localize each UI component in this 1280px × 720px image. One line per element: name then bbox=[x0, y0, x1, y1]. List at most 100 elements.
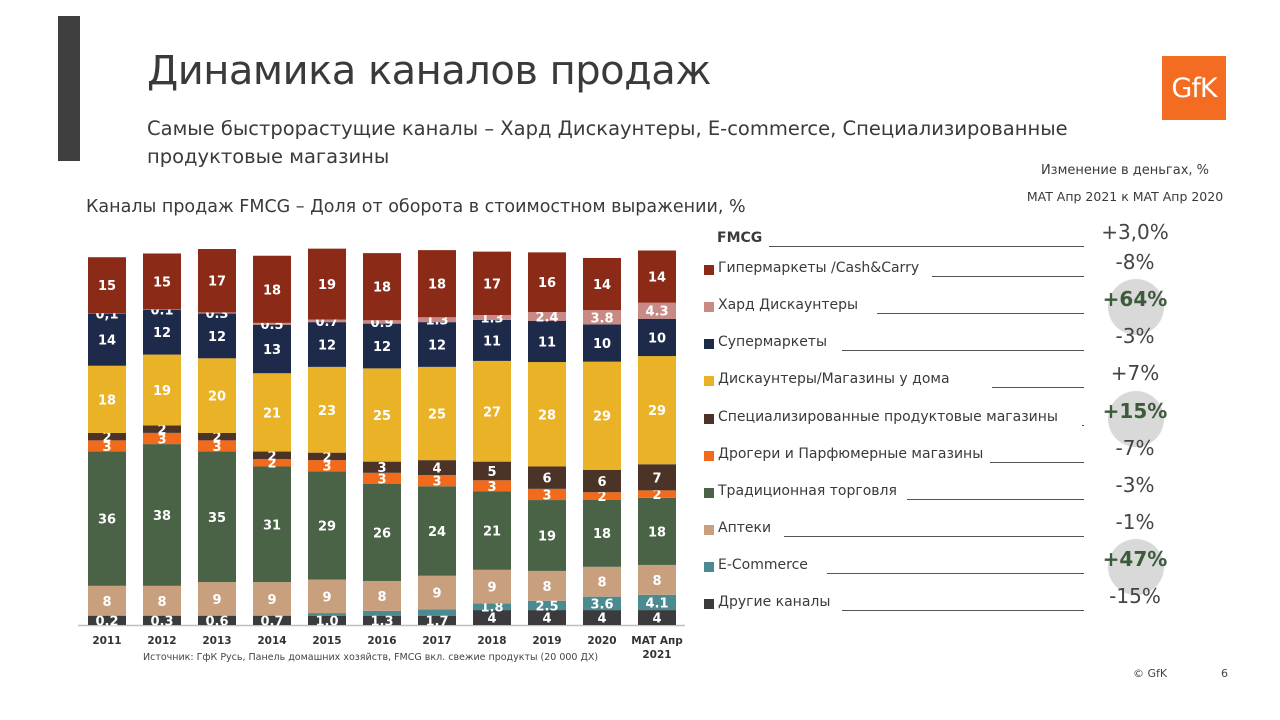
bar-segment bbox=[638, 464, 676, 491]
bar-segment bbox=[308, 613, 346, 616]
bar-segment bbox=[418, 486, 456, 576]
data-label: 35 bbox=[208, 511, 226, 526]
data-label: 18 bbox=[428, 278, 446, 293]
bar-segment bbox=[143, 309, 181, 355]
legend-change-value: -8% bbox=[1115, 250, 1155, 274]
legend-leader-line bbox=[877, 313, 1084, 314]
bar-segment bbox=[473, 251, 511, 316]
legend-leader-line bbox=[842, 350, 1084, 351]
bar-segment bbox=[583, 257, 621, 311]
data-label: 25 bbox=[428, 408, 446, 423]
bar-segment bbox=[473, 569, 511, 604]
data-label: 6 bbox=[597, 475, 606, 490]
data-label: 4.3 bbox=[645, 305, 668, 320]
bar-segment bbox=[583, 596, 621, 611]
legend-change-value: -15% bbox=[1109, 584, 1161, 608]
legend-swatch bbox=[704, 339, 714, 349]
x-tick-label: MAT Апр bbox=[631, 635, 683, 647]
bar-segment bbox=[363, 610, 401, 616]
legend-label: Дискаунтеры/Магазины у дома bbox=[718, 371, 950, 387]
legend-row: Дрогери и Парфюмерные магазины -7% bbox=[704, 436, 1184, 466]
legend-row: E-Commerce +47% bbox=[704, 539, 1184, 595]
data-label: 1.8 bbox=[480, 601, 503, 616]
bar-segment bbox=[418, 609, 456, 616]
data-label: 3 bbox=[322, 460, 331, 475]
bar-segment bbox=[418, 317, 456, 323]
bar-segment bbox=[638, 318, 676, 357]
data-label: 4 bbox=[487, 612, 496, 627]
bar-segment bbox=[363, 615, 401, 625]
bar-segment bbox=[418, 366, 456, 461]
data-label: 12 bbox=[318, 339, 336, 354]
data-label: 23 bbox=[318, 404, 336, 419]
data-label: 4 bbox=[597, 612, 606, 627]
data-label: 12 bbox=[373, 340, 391, 355]
data-label: 1.7 bbox=[425, 614, 448, 629]
data-label: 2 bbox=[267, 449, 276, 464]
bar-segment bbox=[418, 460, 456, 476]
legend-label: Аптеки bbox=[718, 520, 772, 536]
legend-label: E-Commerce bbox=[718, 557, 808, 573]
x-tick-label: 2021 bbox=[642, 649, 671, 661]
data-label: 12 bbox=[208, 330, 226, 345]
bar-segment bbox=[308, 579, 346, 614]
data-label: 29 bbox=[593, 410, 611, 425]
legend-swatch bbox=[704, 451, 714, 461]
data-label: 3 bbox=[212, 440, 221, 455]
bar-segment bbox=[88, 440, 126, 452]
bar-segment bbox=[198, 432, 236, 441]
data-label: 38 bbox=[153, 509, 171, 524]
data-label: 2 bbox=[102, 431, 111, 446]
bar-segment bbox=[528, 252, 566, 313]
bar-segment bbox=[473, 360, 511, 462]
data-label: 29 bbox=[648, 404, 666, 419]
bar-segment bbox=[253, 373, 291, 452]
legend-change-value: -3% bbox=[1115, 324, 1155, 348]
bar-segment bbox=[583, 469, 621, 493]
data-label: 10 bbox=[648, 331, 666, 346]
legend-leader-line bbox=[990, 462, 1084, 463]
legend-row-fmcg: FMCG +3,0% bbox=[704, 220, 1184, 250]
data-label: 6 bbox=[542, 472, 551, 487]
bar-segment bbox=[253, 582, 291, 616]
bar-segment bbox=[363, 472, 401, 485]
data-label: 3 bbox=[102, 440, 111, 455]
change-header-line2: MAT Апр 2021 к MAT Апр 2020 bbox=[1026, 189, 1224, 204]
data-label: 5 bbox=[487, 465, 496, 480]
bar-segment bbox=[583, 492, 621, 500]
x-tick-label: 2015 bbox=[312, 635, 341, 647]
bar-segment bbox=[528, 362, 566, 467]
stacked-bar-chart: 0.28363218140,11520110.38383219120.11520… bbox=[78, 248, 685, 661]
data-label: 2 bbox=[597, 490, 606, 505]
data-label: 2 bbox=[157, 423, 166, 438]
bar-segment bbox=[253, 615, 291, 625]
bar-segment bbox=[308, 460, 346, 472]
bar-segment bbox=[528, 312, 566, 322]
legend-change-value: +15% bbox=[1102, 399, 1168, 423]
bar-segment bbox=[308, 319, 346, 323]
bar-segment bbox=[308, 248, 346, 320]
data-label: 3 bbox=[487, 480, 496, 495]
bar-segment bbox=[198, 313, 236, 359]
data-label: 8 bbox=[157, 595, 166, 610]
bar-segment bbox=[638, 497, 676, 565]
data-label: 7 bbox=[652, 471, 661, 486]
page-subtitle: Самые быстрорастущие каналы – Хард Диска… bbox=[147, 117, 1068, 168]
data-label: 8 bbox=[652, 574, 661, 589]
data-label: 1.0 bbox=[315, 614, 338, 629]
x-tick-label: 2018 bbox=[477, 635, 506, 647]
bar-segment bbox=[143, 615, 181, 625]
data-label: 20 bbox=[208, 390, 226, 405]
bar-segment bbox=[473, 610, 511, 625]
bar-segment bbox=[198, 358, 236, 433]
legend-swatch bbox=[704, 562, 714, 572]
data-label: 1.3 bbox=[370, 614, 393, 629]
data-label: 0.7 bbox=[260, 614, 283, 629]
data-label: 8 bbox=[542, 580, 551, 595]
legend-row: Традиционная торговля -3% bbox=[704, 473, 1184, 503]
bar-segment bbox=[308, 471, 346, 580]
bar-segment bbox=[143, 425, 181, 433]
legend-row: Дискаунтеры/Магазины у дома +7% bbox=[704, 361, 1184, 391]
x-tick-label: 2011 bbox=[92, 635, 121, 647]
bar-segment bbox=[473, 480, 511, 492]
